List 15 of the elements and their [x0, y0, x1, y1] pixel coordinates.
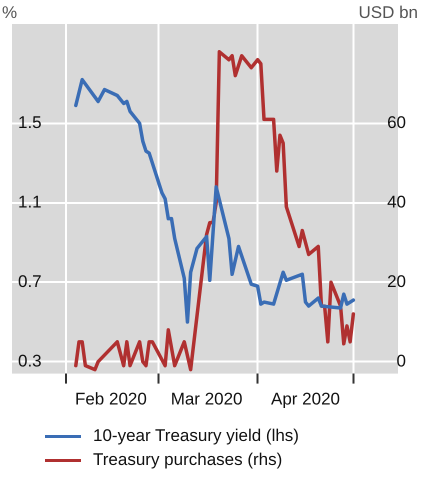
- y-tick-label: 0.3: [18, 351, 42, 370]
- y-tick-label: 0.7: [18, 272, 42, 291]
- y-axis-title: %: [2, 3, 18, 22]
- x-tick-label: Apr 2020: [270, 389, 340, 408]
- legend-label: Treasury purchases (rhs): [93, 450, 282, 470]
- legend-label: 10-year Treasury yield (lhs): [93, 426, 299, 446]
- x-tick-label: Mar 2020: [170, 389, 243, 408]
- y2-axis-title: USD bn: [358, 3, 418, 22]
- y2-tick-label: 60: [387, 113, 406, 132]
- y-tick-label: 1.1: [18, 192, 42, 212]
- y2-tick-label: 0: [396, 351, 406, 370]
- y-tick-label: 1.5: [18, 113, 42, 132]
- y2-tick-label: 20: [387, 272, 406, 291]
- x-tick-label: Feb 2020: [74, 389, 147, 408]
- y2-tick-label: 40: [387, 192, 406, 212]
